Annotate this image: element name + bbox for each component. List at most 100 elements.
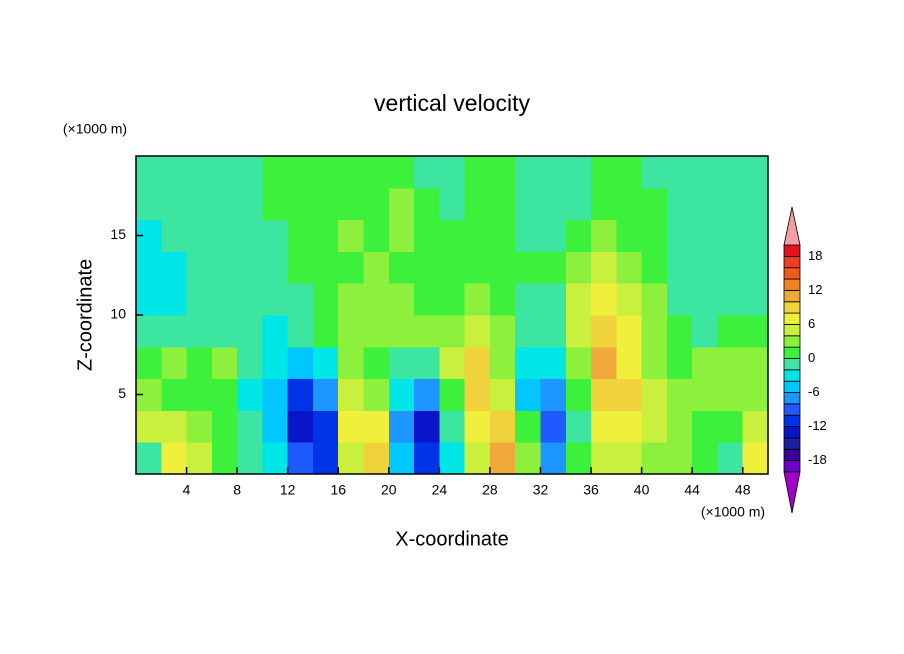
contour-cell — [237, 346, 263, 380]
contour-cell — [161, 378, 188, 411]
contour-cell — [717, 442, 744, 475]
contour-cell — [262, 187, 289, 221]
contour-cell — [312, 187, 339, 221]
contour-cell — [312, 251, 339, 284]
contour-cell — [464, 156, 491, 189]
contour-cell — [515, 251, 541, 284]
contour-cell — [186, 315, 213, 348]
contour-cell — [641, 315, 668, 348]
contour-cell — [464, 378, 491, 411]
colorbar-label: 12 — [808, 282, 822, 297]
contour-cell — [540, 219, 567, 252]
contour-cell — [591, 219, 617, 252]
contour-cell — [287, 315, 314, 348]
y-axis-title: Z-coordinate — [74, 259, 96, 371]
contour-cell — [363, 346, 390, 380]
contour-cell — [186, 187, 213, 221]
contour-cell — [414, 251, 440, 284]
colorbar-label: 6 — [808, 316, 815, 331]
contour-cell — [464, 410, 491, 443]
contour-cell — [211, 283, 238, 316]
contour-cell — [565, 378, 592, 411]
x-tick-label: 36 — [583, 482, 599, 498]
contour-cell — [388, 187, 415, 221]
contour-cell — [262, 346, 289, 380]
contour-cell — [717, 187, 744, 221]
x-tick-label: 8 — [233, 482, 241, 498]
contour-cell — [540, 378, 567, 411]
contour-cell — [641, 346, 668, 380]
contour-cell — [742, 251, 769, 284]
contour-cell — [515, 219, 541, 252]
chart-title: vertical velocity — [374, 90, 530, 116]
contour-cell — [540, 283, 567, 316]
colorbar-label: 0 — [808, 350, 815, 365]
colorbar-box — [783, 255, 801, 269]
contour-cell — [666, 410, 693, 443]
contour-cell — [666, 283, 693, 316]
contour-cell — [540, 251, 567, 284]
contour-cell — [363, 378, 390, 411]
contour-cell — [338, 442, 365, 475]
contour-cell — [540, 315, 567, 348]
contour-cell — [591, 442, 617, 475]
contour-cell — [363, 283, 390, 316]
contour-cell — [161, 410, 188, 443]
contour-cell — [388, 410, 415, 443]
contour-cell — [692, 442, 718, 475]
contour-cell — [161, 442, 188, 475]
contour-cell — [489, 156, 516, 189]
contour-cell — [489, 442, 516, 475]
contour-cell — [616, 251, 643, 284]
contour-cell — [186, 378, 213, 411]
contour-cell — [489, 346, 516, 380]
contour-cell — [742, 442, 769, 475]
colorbar-box — [783, 448, 801, 462]
contour-cell — [464, 251, 491, 284]
contour-cell — [388, 156, 415, 189]
contour-cell — [338, 315, 365, 348]
contour-cell — [388, 315, 415, 348]
contour-cell — [388, 442, 415, 475]
contour-cell — [692, 187, 718, 221]
contour-cell — [464, 315, 491, 348]
contour-cell — [439, 283, 466, 316]
contour-cell — [565, 283, 592, 316]
contour-cell — [616, 187, 643, 221]
contour-cell — [414, 315, 440, 348]
contour-cell — [641, 410, 668, 443]
contour-cell — [388, 251, 415, 284]
contour-cell — [616, 283, 643, 316]
contour-cell — [186, 442, 213, 475]
contour-cell — [338, 283, 365, 316]
contour-cell — [414, 283, 440, 316]
contour-cell — [287, 346, 314, 380]
contour-cell — [136, 346, 162, 380]
contour-cell — [312, 346, 339, 380]
contour-cell — [742, 346, 769, 380]
contour-cell — [186, 219, 213, 252]
contour-cell — [186, 156, 213, 189]
contour-cell — [515, 346, 541, 380]
colorbar-box — [783, 346, 801, 359]
contour-cell — [489, 251, 516, 284]
contour-cell — [717, 378, 744, 411]
contour-cell — [641, 378, 668, 411]
contour-cell — [717, 251, 744, 284]
contour-cell — [312, 442, 339, 475]
contour-cell — [211, 156, 238, 189]
contour-cell — [540, 187, 567, 221]
contour-cell — [211, 187, 238, 221]
contour-cell — [186, 410, 213, 443]
contour-cell — [161, 315, 188, 348]
colorbar-label: -18 — [808, 452, 827, 467]
colorbar-box — [783, 460, 801, 473]
contour-cell — [312, 315, 339, 348]
contour-cell — [692, 283, 718, 316]
contour-cell — [565, 410, 592, 443]
colorbar-box — [783, 392, 801, 405]
colorbar-box — [783, 358, 801, 371]
contour-cell — [565, 346, 592, 380]
contour-cell — [641, 283, 668, 316]
contour-cell — [666, 315, 693, 348]
